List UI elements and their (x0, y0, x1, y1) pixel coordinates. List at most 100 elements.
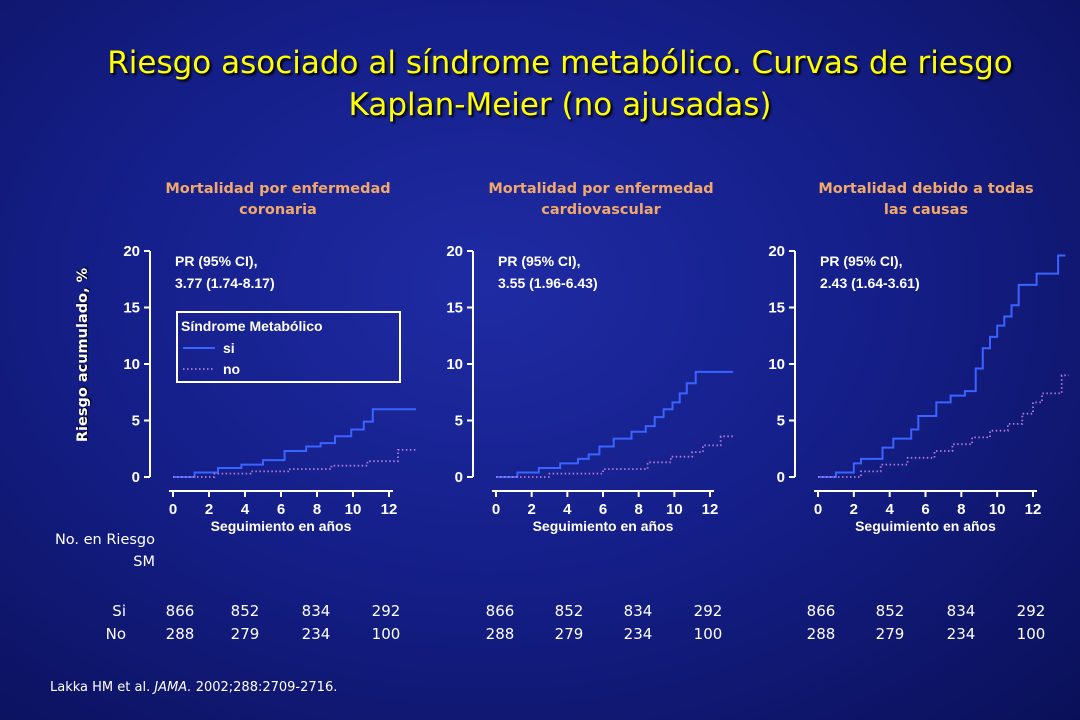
pr-annotation-line2: 3.77 (1.74-8.17) (175, 275, 275, 291)
panel-title-cardiovascular-line1: Mortalidad por enfermedad (488, 181, 714, 197)
citation-ref: 2002;288:2709-2716. (191, 680, 338, 695)
panel-title-cardiovascular: Mortalidad por enfermedad cardiovascular (461, 179, 741, 221)
panel-title-coronary-line1: Mortalidad por enfermedad (165, 181, 391, 197)
pr-annotation-line2: 2.43 (1.64-3.61) (820, 275, 920, 291)
x-tick-label: 10 (989, 501, 1006, 518)
x-tick-label: 4 (241, 501, 250, 518)
x-tick-label: 0 (169, 501, 177, 518)
risk-row-label: No (105, 625, 126, 643)
risk-table-heading: No. en Riesgo SM (0, 529, 155, 573)
y-tick-label: 0 (132, 469, 140, 486)
y-tick-label: 15 (768, 300, 785, 317)
x-tick-label: 8 (313, 501, 321, 518)
km-curve-no (173, 449, 416, 478)
y-tick-label: 5 (132, 413, 140, 430)
panel-title-all-causes-line2: las causas (883, 202, 969, 218)
x-axis-label: Seguimiento en años (211, 518, 352, 534)
x-tick-label: 2 (850, 501, 858, 518)
citation-journal: JAMA. (154, 680, 192, 695)
y-tick-label: 0 (455, 469, 463, 486)
risk-cell: 292 (693, 602, 723, 620)
risk-cell: 100 (1016, 625, 1046, 643)
x-tick-label: 6 (599, 501, 607, 518)
risk-cell: 866 (485, 602, 515, 620)
x-tick-label: 6 (921, 501, 929, 518)
risk-cell: 852 (875, 602, 905, 620)
risk-table-heading-line1: No. en Riesgo (54, 532, 155, 548)
x-tick-label: 6 (277, 501, 285, 518)
risk-cell: 852 (230, 602, 260, 620)
x-axis-label: Seguimiento en años (533, 518, 674, 534)
y-tick-label: 20 (768, 243, 785, 260)
x-tick-label: 0 (492, 501, 500, 518)
y-tick-label: 5 (455, 413, 463, 430)
legend-title: Síndrome Metabólico (181, 318, 323, 334)
risk-cell: 234 (301, 625, 331, 643)
x-tick-label: 2 (205, 501, 213, 518)
x-tick-label: 12 (702, 501, 719, 518)
y-tick-label: 0 (777, 469, 785, 486)
panel-title-all-causes-line1: Mortalidad debido a todas (818, 181, 1034, 197)
y-tick-label: 20 (123, 243, 140, 260)
slide-title-line1: Riesgo asociado al síndrome metabólico. … (107, 45, 1013, 81)
x-axis-label: Seguimiento en años (855, 518, 996, 534)
risk-cell: 279 (875, 625, 905, 643)
risk-cell: 852 (554, 602, 584, 620)
pr-annotation-line2: 3.55 (1.96-6.43) (498, 275, 598, 291)
km-curve-no (496, 435, 734, 478)
panel-title-coronary: Mortalidad por enfermedad coronaria (138, 179, 418, 221)
x-tick-label: 4 (563, 501, 572, 518)
panel-title-cardiovascular-line2: cardiovascular (541, 202, 661, 218)
x-tick-label: 0 (814, 501, 822, 518)
km-curve-si (496, 370, 734, 478)
y-tick-label: 20 (446, 243, 463, 260)
x-tick-label: 4 (885, 501, 894, 518)
x-tick-label: 8 (634, 501, 642, 518)
legend-label-si: si (223, 340, 235, 356)
slide-title-line2: Kaplan-Meier (no ajusadas) (348, 87, 772, 123)
km-curve-si (173, 408, 416, 478)
x-tick-label: 12 (1025, 501, 1042, 518)
pr-annotation-line1: PR (95% CI), (498, 253, 580, 269)
y-tick-label: 10 (446, 356, 463, 373)
y-tick-label: 10 (768, 356, 785, 373)
x-tick-label: 10 (345, 501, 362, 518)
y-tick-label: 10 (123, 356, 140, 373)
x-tick-label: 2 (527, 501, 535, 518)
risk-cell: 279 (230, 625, 260, 643)
risk-table-heading-line2: SM (133, 554, 155, 570)
slide-title: Riesgo asociado al síndrome metabólico. … (40, 42, 1080, 126)
risk-cell: 288 (485, 625, 515, 643)
risk-cell: 292 (371, 602, 401, 620)
risk-cell: 866 (165, 602, 195, 620)
risk-cell: 100 (693, 625, 723, 643)
risk-cell: 834 (623, 602, 653, 620)
y-tick-label: 5 (777, 413, 785, 430)
risk-cell: 234 (623, 625, 653, 643)
km-curve-no (818, 374, 1069, 478)
pr-annotation-line1: PR (95% CI), (175, 253, 257, 269)
y-tick-label: 15 (446, 300, 463, 317)
risk-cell: 234 (946, 625, 976, 643)
legend-box (176, 311, 401, 383)
risk-cell: 100 (371, 625, 401, 643)
risk-cell: 279 (554, 625, 584, 643)
citation: Lakka HM et al. JAMA. 2002;288:2709-2716… (50, 680, 337, 695)
risk-cell: 288 (806, 625, 836, 643)
risk-row-label: Si (112, 602, 126, 620)
risk-cell: 834 (946, 602, 976, 620)
x-tick-label: 8 (957, 501, 965, 518)
pr-annotation-line1: PR (95% CI), (820, 253, 902, 269)
risk-cell: 288 (165, 625, 195, 643)
legend-label-no: no (223, 361, 240, 377)
citation-authors: Lakka HM et al. (50, 680, 155, 695)
y-tick-label: 15 (123, 300, 140, 317)
x-tick-label: 10 (666, 501, 683, 518)
risk-cell: 834 (301, 602, 331, 620)
risk-cell: 866 (806, 602, 836, 620)
risk-cell: 292 (1016, 602, 1046, 620)
panel-title-all-causes: Mortalidad debido a todas las causas (786, 179, 1066, 221)
x-tick-label: 12 (381, 501, 398, 518)
km-curve-si (818, 254, 1066, 478)
